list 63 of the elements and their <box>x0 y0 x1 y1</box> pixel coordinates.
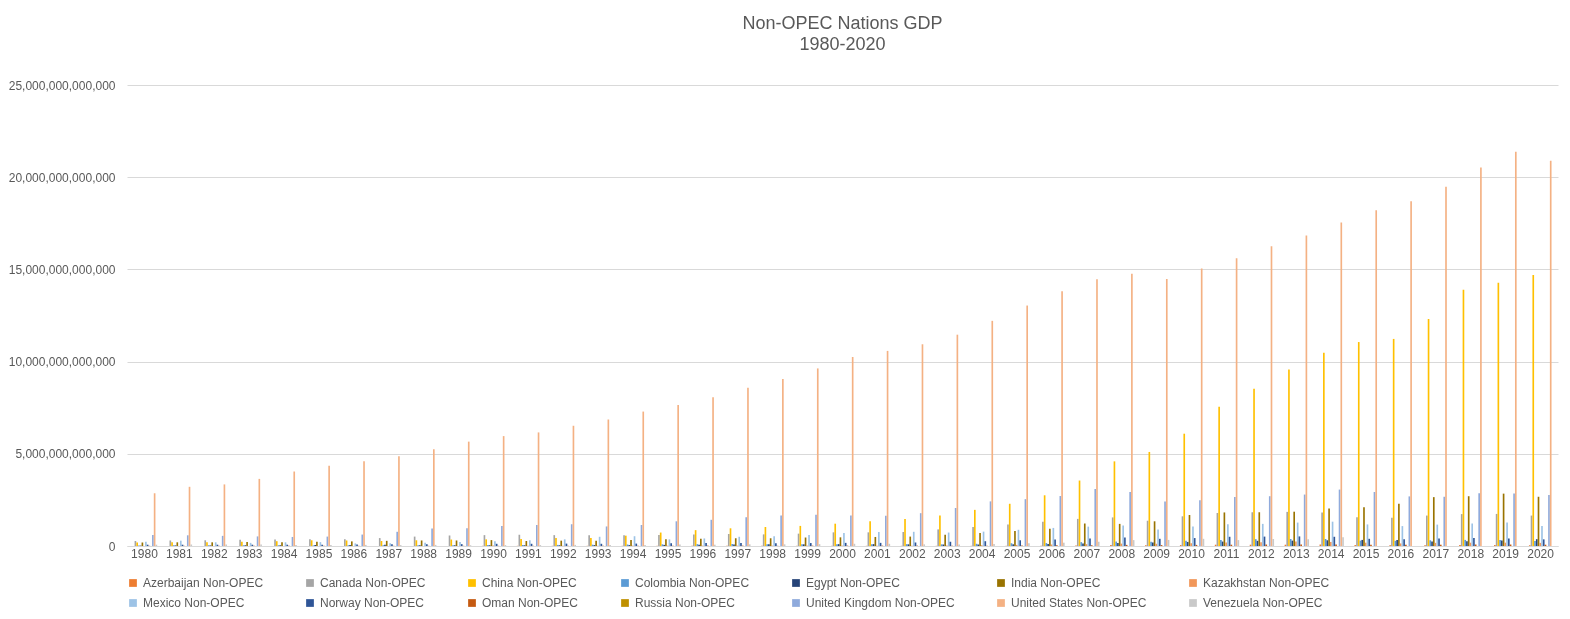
x-tick-label: 1984 <box>270 546 298 561</box>
x-tick-label: 1986 <box>340 546 368 561</box>
x-tick-label: 1993 <box>584 546 612 561</box>
legend-label: Mexico Non-OPEC <box>143 596 245 610</box>
chart-subtitle: 1980-2020 <box>799 34 886 54</box>
x-tick-label: 1992 <box>549 546 577 561</box>
legend-label: Russia Non-OPEC <box>635 596 736 610</box>
x-tick-label: 1997 <box>724 546 752 561</box>
x-tick-label: 2019 <box>1492 546 1520 561</box>
legend-label: Egypt Non-OPEC <box>806 576 901 590</box>
x-tick-label: 2013 <box>1282 546 1310 561</box>
x-tick-label: 2003 <box>933 546 961 561</box>
x-tick-label: 2012 <box>1247 546 1275 561</box>
y-tick-label: 15,000,000,000,000 <box>8 262 116 277</box>
legend-label: Oman Non-OPEC <box>482 596 579 610</box>
x-tick-label: 2014 <box>1317 546 1345 561</box>
x-tick-label: 1996 <box>689 546 717 561</box>
x-tick-label: 1980 <box>131 546 159 561</box>
y-tick-label: 5,000,000,000,000 <box>15 447 116 462</box>
legend-label: Azerbaijan Non-OPEC <box>143 576 264 590</box>
legend-label: Venezuela Non-OPEC <box>1203 596 1323 610</box>
x-tick-label: 2011 <box>1213 546 1240 561</box>
x-tick-label: 1985 <box>305 546 333 561</box>
x-tick-label: 2006 <box>1038 546 1066 561</box>
legend-label: United States Non-OPEC <box>1011 596 1147 610</box>
legend-label: China Non-OPEC <box>482 576 578 590</box>
x-tick-label: 1998 <box>759 546 787 561</box>
y-tick-label: 20,000,000,000,000 <box>8 170 116 185</box>
x-tick-label: 2002 <box>898 546 926 561</box>
x-tick-label: 2008 <box>1108 546 1136 561</box>
x-tick-label: 2004 <box>968 546 996 561</box>
legend-label: India Non-OPEC <box>1011 576 1101 590</box>
x-tick-label: 2007 <box>1073 546 1101 561</box>
x-tick-label: 2010 <box>1178 546 1206 561</box>
x-tick-label: 1999 <box>794 546 822 561</box>
x-tick-label: 1982 <box>200 546 228 561</box>
x-tick-label: 2015 <box>1352 546 1380 561</box>
y-tick-label: 10,000,000,000,000 <box>8 355 116 370</box>
x-tick-label: 2020 <box>1527 546 1555 561</box>
x-tick-label: 1994 <box>619 546 647 561</box>
x-tick-label: 2001 <box>864 546 892 561</box>
y-tick-label: 0 <box>108 539 116 554</box>
legend-label: Canada Non-OPEC <box>320 576 426 590</box>
x-tick-label: 2009 <box>1143 546 1171 561</box>
legend-label: United Kingdom Non-OPEC <box>806 596 956 610</box>
legend-label: Kazakhstan Non-OPEC <box>1203 576 1330 590</box>
x-tick-label: 2017 <box>1422 546 1450 561</box>
x-tick-label: 1987 <box>375 546 403 561</box>
x-tick-label: 1989 <box>445 546 473 561</box>
x-tick-label: 2005 <box>1003 546 1031 561</box>
legend-label: Norway Non-OPEC <box>320 596 425 610</box>
x-tick-label: 1990 <box>480 546 508 561</box>
x-tick-label: 2000 <box>829 546 857 561</box>
x-tick-label: 1995 <box>654 546 682 561</box>
x-tick-label: 1991 <box>515 546 543 561</box>
x-tick-label: 1981 <box>166 546 194 561</box>
chart-title: Non-OPEC Nations GDP <box>742 13 943 33</box>
x-tick-label: 1983 <box>235 546 263 561</box>
x-tick-label: 2016 <box>1387 546 1415 561</box>
x-tick-label: 1988 <box>410 546 438 561</box>
x-tick-label: 2018 <box>1457 546 1485 561</box>
y-tick-label: 25,000,000,000,000 <box>8 78 116 93</box>
legend-label: Colombia Non-OPEC <box>635 576 750 590</box>
